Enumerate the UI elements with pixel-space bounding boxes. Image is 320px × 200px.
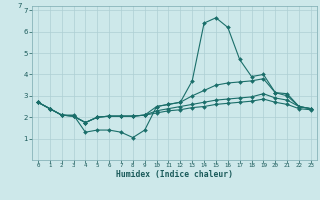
X-axis label: Humidex (Indice chaleur): Humidex (Indice chaleur): [116, 170, 233, 179]
Text: 7: 7: [18, 3, 22, 9]
